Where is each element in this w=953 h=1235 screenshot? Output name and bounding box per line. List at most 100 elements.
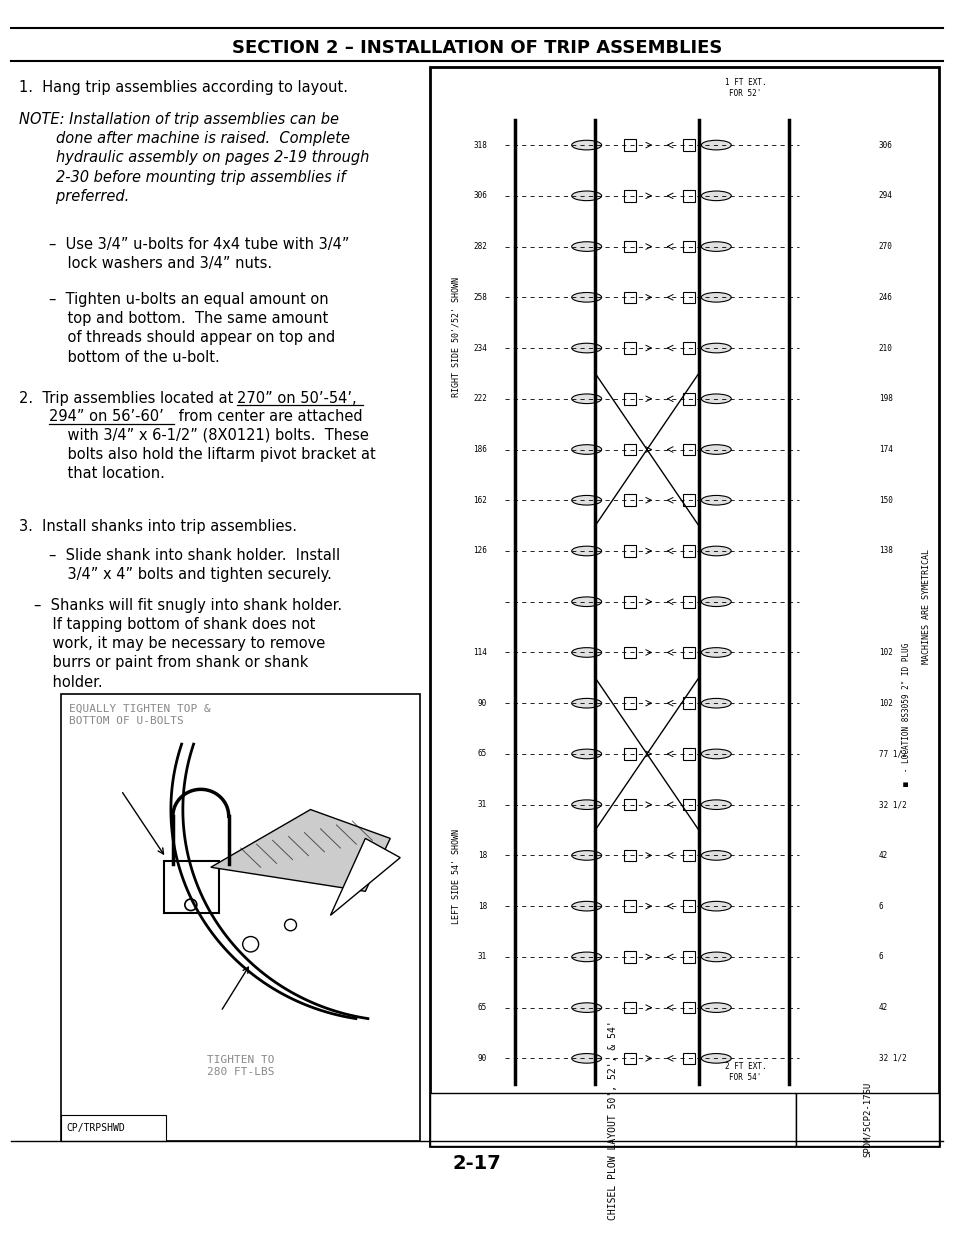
Text: 77 1/2: 77 1/2	[878, 750, 905, 758]
Text: LEFT SIDE 54' SHOWN: LEFT SIDE 54' SHOWN	[451, 829, 460, 924]
Bar	[623, 698, 635, 709]
Text: TIGHTEN TO
280 FT-LBS: TIGHTEN TO 280 FT-LBS	[207, 1055, 274, 1077]
Bar	[623, 393, 635, 405]
Text: 270: 270	[878, 242, 892, 251]
Text: 42: 42	[878, 851, 887, 860]
Text: MACHINES ARE SYMETRICAL: MACHINES ARE SYMETRICAL	[922, 550, 930, 664]
Text: 32 1/2: 32 1/2	[878, 1053, 905, 1063]
Bar	[796, 1093, 938, 1146]
Ellipse shape	[700, 495, 731, 505]
Ellipse shape	[571, 750, 601, 758]
Bar	[623, 241, 635, 252]
Text: 90: 90	[477, 699, 486, 708]
Bar	[61, 694, 419, 1141]
Ellipse shape	[571, 242, 601, 252]
Bar	[623, 647, 635, 658]
Text: 234: 234	[473, 343, 486, 352]
Bar	[623, 342, 635, 353]
Ellipse shape	[571, 851, 601, 861]
Text: 294” on 56’-60’: 294” on 56’-60’	[50, 409, 164, 425]
Ellipse shape	[700, 952, 731, 962]
Text: 31: 31	[477, 800, 486, 809]
Ellipse shape	[571, 445, 601, 454]
Bar	[623, 850, 635, 861]
Bar	[682, 140, 695, 151]
Text: CP/TRPSHWD: CP/TRPSHWD	[66, 1123, 125, 1132]
Text: SPDM/5CP2-17SU: SPDM/5CP2-17SU	[862, 1082, 871, 1157]
Text: 174: 174	[878, 445, 892, 454]
Ellipse shape	[700, 902, 731, 911]
Ellipse shape	[700, 699, 731, 708]
Text: –  Slide shank into shank holder.  Install
    3/4” x 4” bolts and tighten secur: – Slide shank into shank holder. Install…	[50, 548, 340, 582]
Bar	[623, 545, 635, 557]
Polygon shape	[330, 839, 400, 915]
Bar	[623, 140, 635, 151]
Text: CHISEL PLOW LAYOUT 50', 52', & 54': CHISEL PLOW LAYOUT 50', 52', & 54'	[608, 1020, 618, 1220]
Text: 6: 6	[878, 902, 882, 910]
Ellipse shape	[571, 394, 601, 404]
Bar	[682, 1002, 695, 1014]
Bar	[623, 748, 635, 760]
Text: RIGHT SIDE 50'/52' SHOWN: RIGHT SIDE 50'/52' SHOWN	[451, 277, 460, 396]
Ellipse shape	[700, 191, 731, 200]
Text: 306: 306	[473, 191, 486, 200]
Circle shape	[242, 936, 258, 952]
Bar	[682, 190, 695, 201]
Bar	[682, 799, 695, 810]
Text: 162: 162	[473, 495, 486, 505]
Bar	[682, 951, 695, 962]
Text: 186: 186	[473, 445, 486, 454]
Bar	[623, 443, 635, 456]
Ellipse shape	[700, 800, 731, 809]
Ellipse shape	[571, 952, 601, 962]
Bar	[682, 748, 695, 760]
Text: EQUALLY TIGHTEN TOP &
BOTTOM OF U-BOLTS: EQUALLY TIGHTEN TOP & BOTTOM OF U-BOLTS	[70, 704, 211, 726]
Text: 150: 150	[878, 495, 892, 505]
Ellipse shape	[700, 647, 731, 657]
Ellipse shape	[571, 1053, 601, 1063]
Text: –  Use 3/4” u-bolts for 4x4 tube with 3/4”
    lock washers and 3/4” nuts.: – Use 3/4” u-bolts for 4x4 tube with 3/4…	[50, 237, 350, 272]
Ellipse shape	[571, 191, 601, 200]
Text: 114: 114	[473, 648, 486, 657]
Text: –  Shanks will fit snugly into shank holder.
    If tapping bottom of shank does: – Shanks will fit snugly into shank hold…	[34, 598, 342, 689]
Ellipse shape	[700, 1053, 731, 1063]
Text: 18: 18	[477, 902, 486, 910]
Bar	[623, 1052, 635, 1065]
Bar	[623, 799, 635, 810]
Ellipse shape	[700, 445, 731, 454]
Circle shape	[185, 899, 196, 910]
Ellipse shape	[571, 597, 601, 606]
Text: 306: 306	[878, 141, 892, 149]
Text: 102: 102	[878, 699, 892, 708]
Bar	[623, 494, 635, 506]
Bar	[623, 190, 635, 201]
Bar	[623, 951, 635, 962]
Text: 90: 90	[477, 1053, 486, 1063]
Text: 2-17: 2-17	[452, 1153, 501, 1173]
Ellipse shape	[571, 495, 601, 505]
Bar	[682, 1052, 695, 1065]
Text: 198: 198	[878, 394, 892, 404]
Ellipse shape	[571, 800, 601, 809]
Bar	[623, 291, 635, 303]
Bar	[682, 545, 695, 557]
Text: 222: 222	[473, 394, 486, 404]
Text: 282: 282	[473, 242, 486, 251]
Text: 126: 126	[473, 547, 486, 556]
Text: 18: 18	[477, 851, 486, 860]
Text: SECTION 2 – INSTALLATION OF TRIP ASSEMBLIES: SECTION 2 – INSTALLATION OF TRIP ASSEMBL…	[232, 38, 721, 57]
Ellipse shape	[571, 902, 601, 911]
Ellipse shape	[700, 141, 731, 149]
Text: 1 FT EXT.
FOR 52': 1 FT EXT. FOR 52'	[724, 78, 765, 98]
Bar	[164, 861, 218, 914]
Text: 102: 102	[878, 648, 892, 657]
Ellipse shape	[571, 647, 601, 657]
Bar	[682, 342, 695, 353]
Text: ■  - LOCATION 8S3059 2" ID PLUG: ■ - LOCATION 8S3059 2" ID PLUG	[902, 642, 910, 787]
Ellipse shape	[700, 293, 731, 303]
Text: 270” on 50’-54’,: 270” on 50’-54’,	[236, 391, 356, 406]
Ellipse shape	[700, 851, 731, 861]
Text: 318: 318	[473, 141, 486, 149]
Ellipse shape	[571, 293, 601, 303]
Bar	[682, 291, 695, 303]
